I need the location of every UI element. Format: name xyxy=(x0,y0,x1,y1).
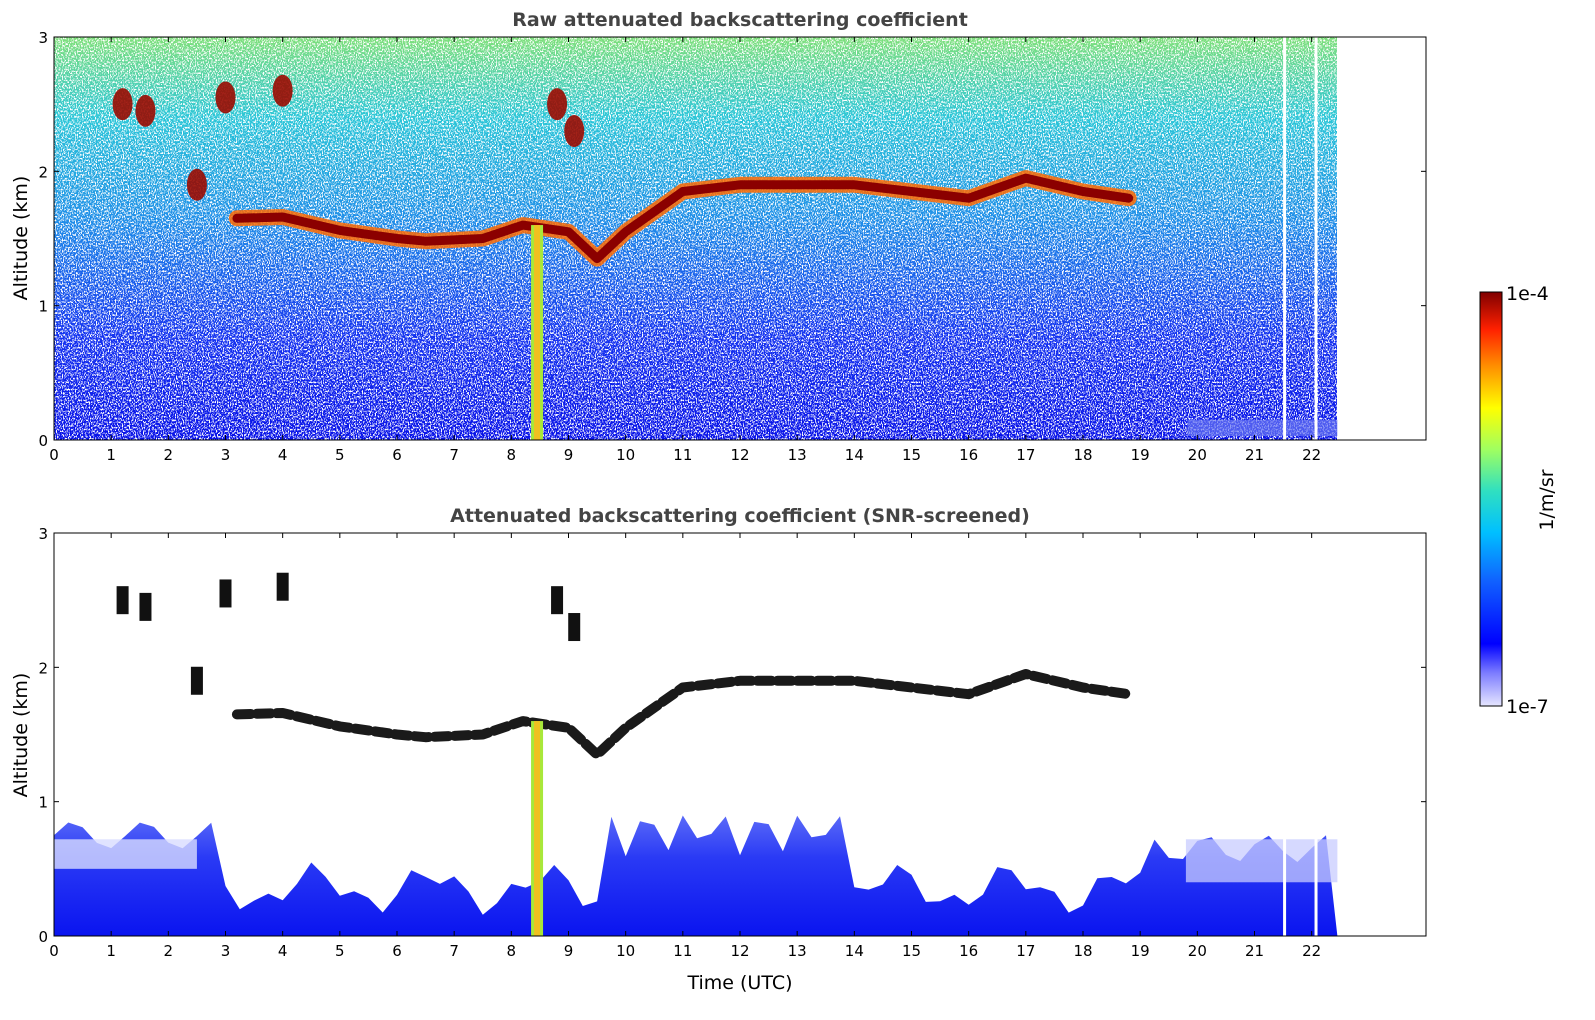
screened-upper-cloud xyxy=(219,579,232,608)
colorbar-gradient xyxy=(1479,291,1503,707)
x-tick-label: 3 xyxy=(221,942,231,960)
missing-data-gap xyxy=(1314,828,1318,936)
y-tick-label: 2 xyxy=(38,163,48,181)
x-tick-label: 8 xyxy=(507,942,517,960)
boundary-layer xyxy=(54,815,1338,936)
y-tick-label: 0 xyxy=(38,432,48,450)
x-tick-label: 15 xyxy=(902,942,921,960)
x-tick-label: 0 xyxy=(49,446,59,464)
x-tick-label: 19 xyxy=(1131,942,1150,960)
x-tick-label: 22 xyxy=(1302,942,1321,960)
upper-cloud xyxy=(215,81,236,114)
x-tick-label: 22 xyxy=(1302,446,1321,464)
y-tick-label: 3 xyxy=(38,525,48,543)
x-tick-label: 7 xyxy=(449,942,459,960)
panel1-title: Raw attenuated backscattering coefficien… xyxy=(512,9,968,31)
x-tick-label: 20 xyxy=(1188,942,1207,960)
x-tick-label: 2 xyxy=(164,446,174,464)
x-tick-label: 17 xyxy=(1016,446,1035,464)
colorbar-unit-label: 1/m/sr xyxy=(1536,469,1558,530)
precipitation-core xyxy=(534,721,541,936)
panel2-title: Attenuated backscattering coefficient (S… xyxy=(450,505,1030,527)
y-tick-label: 1 xyxy=(38,298,48,316)
colorbar-max-label: 1e-4 xyxy=(1506,283,1549,305)
missing-data-gap xyxy=(1283,828,1287,936)
x-tick-label: 20 xyxy=(1188,446,1207,464)
x-tick-label: 10 xyxy=(616,446,635,464)
x-tick-label: 6 xyxy=(392,446,402,464)
upper-cloud xyxy=(135,94,156,127)
x-tick-label: 12 xyxy=(730,446,749,464)
x-tick-label: 4 xyxy=(278,942,288,960)
x-tick-label: 3 xyxy=(221,446,231,464)
missing-data-gap xyxy=(1283,37,1287,440)
x-tick-label: 19 xyxy=(1131,446,1150,464)
raw-backscatter-panel: Raw attenuated backscattering coefficien… xyxy=(10,9,1427,464)
panel2-xlabel: Time (UTC) xyxy=(686,972,792,994)
x-tick-label: 16 xyxy=(959,446,978,464)
x-tick-label: 9 xyxy=(564,942,574,960)
x-tick-label: 9 xyxy=(564,446,574,464)
colorbar-min-label: 1e-7 xyxy=(1506,696,1549,718)
y-tick-label: 0 xyxy=(38,928,48,946)
x-tick-label: 18 xyxy=(1073,446,1092,464)
upper-cloud xyxy=(564,115,585,148)
upper-cloud xyxy=(547,88,568,121)
x-tick-label: 5 xyxy=(335,942,345,960)
upper-cloud xyxy=(186,168,207,201)
y-tick-label: 3 xyxy=(38,29,48,47)
x-tick-label: 1 xyxy=(106,446,116,464)
x-tick-label: 1 xyxy=(106,942,116,960)
x-tick-label: 18 xyxy=(1073,942,1092,960)
precipitation-core xyxy=(534,225,541,440)
colorbar: 1e-4 1e-7 1/m/sr xyxy=(1479,283,1558,718)
x-tick-label: 4 xyxy=(278,446,288,464)
x-tick-label: 13 xyxy=(788,446,807,464)
x-tick-label: 15 xyxy=(902,446,921,464)
screened-cloud-layer xyxy=(231,669,1134,760)
upper-cloud xyxy=(112,88,133,121)
x-tick-label: 8 xyxy=(507,446,517,464)
screened-upper-cloud xyxy=(190,666,203,695)
x-tick-label: 14 xyxy=(845,446,864,464)
snr-screened-panel: Attenuated backscattering coefficient (S… xyxy=(10,505,1427,994)
x-tick-label: 21 xyxy=(1245,942,1264,960)
panel1-speckle xyxy=(54,37,1337,440)
x-tick-label: 17 xyxy=(1016,942,1035,960)
x-tick-label: 10 xyxy=(616,942,635,960)
x-tick-label: 0 xyxy=(49,942,59,960)
x-tick-label: 5 xyxy=(335,446,345,464)
upper-cloud xyxy=(272,74,293,107)
screened-upper-cloud xyxy=(276,572,289,601)
haze-band-left xyxy=(54,839,197,869)
cloud-layer xyxy=(232,173,1134,264)
x-tick-label: 21 xyxy=(1245,446,1264,464)
x-tick-label: 6 xyxy=(392,942,402,960)
y-tick-label: 2 xyxy=(38,659,48,677)
haze-band-right xyxy=(1185,839,1338,883)
x-tick-label: 7 xyxy=(449,446,459,464)
y-tick-label: 1 xyxy=(38,794,48,812)
x-tick-label: 2 xyxy=(164,942,174,960)
screened-upper-cloud xyxy=(568,613,581,642)
screened-upper-cloud xyxy=(116,586,129,615)
panel2-ylabel: Altitude (km) xyxy=(10,673,32,798)
x-tick-label: 13 xyxy=(788,942,807,960)
missing-data-gap xyxy=(1314,37,1318,440)
x-tick-label: 11 xyxy=(673,942,692,960)
x-tick-label: 12 xyxy=(730,942,749,960)
screened-upper-cloud xyxy=(139,592,152,621)
screened-upper-cloud xyxy=(551,586,564,615)
panel1-ylabel: Altitude (km) xyxy=(10,176,32,301)
weak-signal-region xyxy=(1187,419,1338,436)
x-tick-label: 14 xyxy=(845,942,864,960)
x-tick-label: 16 xyxy=(959,942,978,960)
x-tick-label: 11 xyxy=(673,446,692,464)
